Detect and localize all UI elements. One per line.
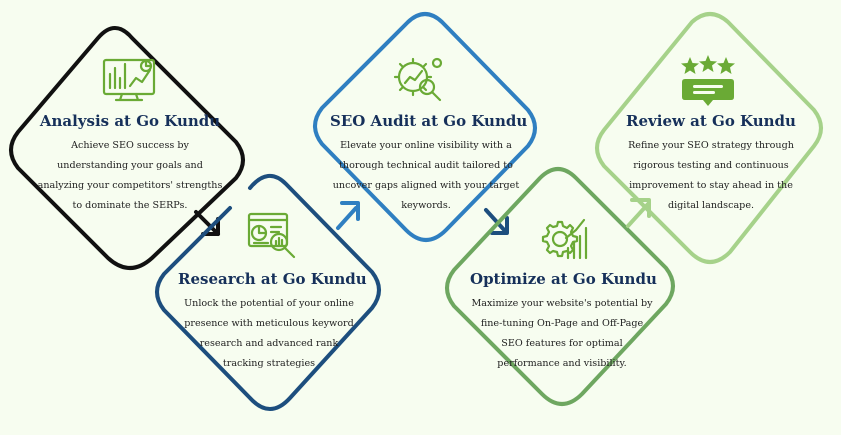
- review-card: Review at Go Kundu Refine your SEO strat…: [617, 112, 805, 216]
- review-frame: [595, 12, 823, 264]
- analysis-frame: [9, 26, 245, 270]
- analytics-dashboard-icon: [102, 58, 156, 102]
- gear-chart-magnifier-icon: [393, 57, 443, 102]
- arrow-audit-to-optimize: [484, 208, 509, 235]
- report-magnifier-icon: [247, 212, 296, 259]
- analysis-title: Analysis at Go Kundu: [39, 112, 221, 130]
- analysis-body: Achieve SEO success by understanding you…: [37, 140, 223, 211]
- optimize-card: Optimize at Go Kundu Maximize your websi…: [470, 270, 657, 374]
- arrow-analysis-to-research: [194, 210, 220, 236]
- audit-body: Elevate your online visibility with a th…: [332, 140, 520, 211]
- optimize-title: Optimize at Go Kundu: [470, 270, 657, 288]
- analysis-card: Analysis at Go Kundu Achieve SEO success…: [35, 112, 225, 216]
- optimize-frame: [445, 167, 675, 406]
- gear-growth-chart-icon: [541, 218, 588, 260]
- star-rating-review-icon: [681, 55, 735, 106]
- arrow-research-to-audit: [336, 201, 360, 230]
- research-body: Unlock the potential of your online pres…: [184, 298, 354, 369]
- research-frame: [155, 174, 381, 411]
- optimize-body: Maximize your website's potential by fin…: [471, 298, 653, 369]
- review-title: Review at Go Kundu: [626, 112, 796, 130]
- audit-title: SEO Audit at Go Kundu: [330, 112, 528, 130]
- research-title: Research at Go Kundu: [178, 270, 367, 288]
- review-body: Refine your SEO strategy through rigorou…: [628, 140, 794, 211]
- research-card: Research at Go Kundu Unlock the potentia…: [178, 270, 367, 374]
- audit-card: SEO Audit at Go Kundu Elevate your onlin…: [330, 112, 528, 216]
- audit-frame: [313, 12, 537, 242]
